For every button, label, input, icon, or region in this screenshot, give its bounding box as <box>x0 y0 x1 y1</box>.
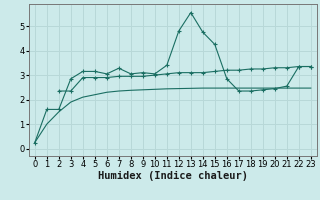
X-axis label: Humidex (Indice chaleur): Humidex (Indice chaleur) <box>98 171 248 181</box>
